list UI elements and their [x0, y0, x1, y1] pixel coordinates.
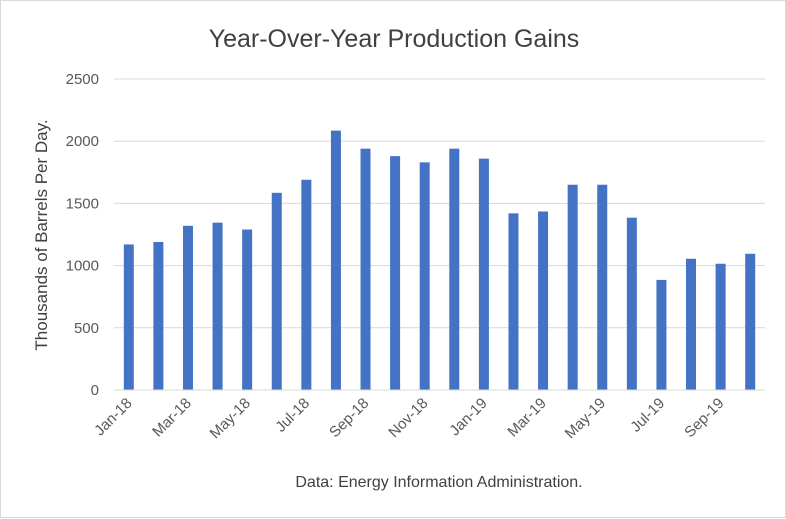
chart-title: Year-Over-Year Production Gains: [209, 25, 580, 53]
gridlines: [114, 78, 765, 329]
bar: [626, 217, 637, 390]
bar: [449, 148, 460, 390]
y-axis-ticks: 0 500 1000 1500 2000 2500: [66, 71, 99, 399]
bar: [330, 130, 341, 390]
bars: [123, 130, 756, 390]
y-tick-label: 1000: [66, 258, 99, 275]
bar: [745, 253, 756, 390]
x-tick-label: May-18: [207, 395, 254, 442]
y-axis-label: Thousands of Barrels Per Day.: [32, 119, 51, 350]
source-note: Data: Energy Information Administration.: [295, 474, 582, 491]
bar: [656, 279, 667, 390]
bar: [390, 156, 401, 390]
x-tick-label: Nov-18: [385, 395, 431, 441]
y-tick-label: 2500: [66, 71, 99, 88]
bar: [212, 222, 223, 390]
bar: [478, 158, 489, 390]
x-tick-label: Mar-19: [504, 395, 550, 441]
bar: [686, 258, 697, 390]
bar: [508, 213, 519, 390]
bar: [153, 241, 164, 390]
x-tick-label: Mar-18: [149, 395, 195, 441]
bar: [538, 211, 549, 390]
bar: [301, 179, 312, 390]
y-tick-label: 0: [91, 382, 99, 399]
bar: [597, 184, 608, 390]
y-tick-label: 500: [74, 320, 99, 337]
y-tick-label: 2000: [66, 133, 99, 150]
bar: [567, 184, 578, 390]
bar: [419, 162, 430, 390]
y-tick-label: 1500: [66, 195, 99, 212]
x-tick-label: Jan-18: [91, 395, 135, 439]
x-tick-label: May-19: [562, 395, 609, 442]
x-tick-label: Jan-19: [446, 395, 490, 439]
x-tick-label: Jul-18: [272, 395, 313, 436]
bar: [123, 244, 134, 390]
x-tick-label: Jul-19: [627, 395, 668, 436]
bar: [715, 263, 726, 390]
x-axis-ticks: Jan-18 Mar-18 May-18 Jul-18 Sep-18 Nov-18 Jan-…: [91, 395, 727, 442]
x-tick-label: Sep-18: [326, 395, 372, 441]
bar: [242, 229, 253, 390]
bar: [360, 148, 371, 390]
x-tick-label: Sep-19: [681, 395, 727, 441]
bar: [182, 225, 193, 390]
bar: [271, 192, 282, 390]
